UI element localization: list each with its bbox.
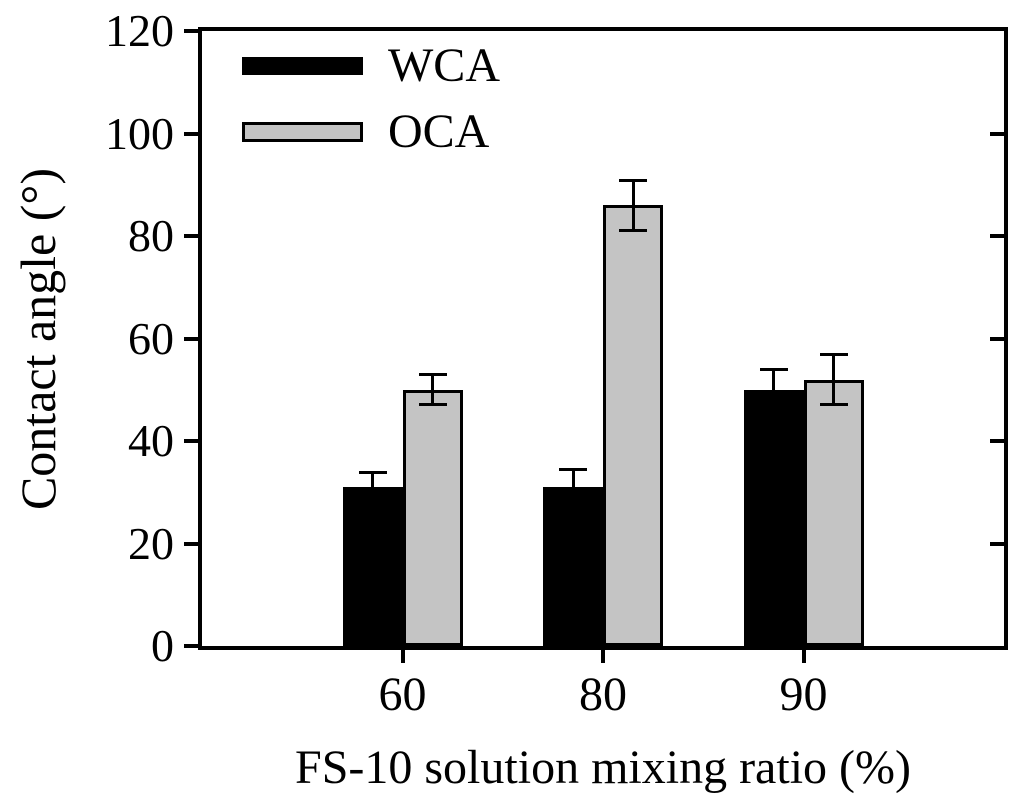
y-tick-right xyxy=(990,439,1004,443)
bar-wca-60 xyxy=(342,487,403,646)
y-tick-label: 60 xyxy=(128,312,174,364)
y-tick xyxy=(184,644,198,648)
y-tick-label: 120 xyxy=(105,5,174,56)
error-bar-cap-top xyxy=(759,368,788,372)
error-bar-line xyxy=(371,471,374,488)
error-bar-line xyxy=(431,374,434,406)
y-tick-right xyxy=(990,131,1004,136)
bar-oca-90 xyxy=(803,379,864,646)
error-bar-line xyxy=(832,353,835,406)
x-tick xyxy=(801,650,806,663)
y-tick-label: 0 xyxy=(151,620,174,671)
x-tick-label: 80 xyxy=(579,668,627,721)
x-tick-label: 60 xyxy=(378,668,427,721)
y-tick-label: 20 xyxy=(128,517,174,569)
bar-oca-80 xyxy=(603,205,663,646)
error-bar-line xyxy=(631,179,635,231)
y-tick xyxy=(184,439,198,443)
error-bar-cap-bottom xyxy=(418,403,447,407)
error-bar-cap-top xyxy=(819,352,848,356)
error-bar-cap-bottom xyxy=(819,403,848,407)
y-tick xyxy=(184,234,198,238)
error-bar-cap-top xyxy=(418,373,447,377)
legend-label-wca: WCA xyxy=(388,39,500,92)
x-axis-title: FS-10 solution mixing ratio (%) xyxy=(295,741,911,794)
error-bar-line xyxy=(571,469,575,488)
error-bar-line xyxy=(772,369,775,390)
x-tick xyxy=(400,650,405,663)
y-tick xyxy=(184,541,198,546)
bar-wca-80 xyxy=(543,487,603,646)
y-tick xyxy=(184,131,198,136)
bar-wca-90 xyxy=(743,389,804,646)
legend-swatch-oca xyxy=(242,122,363,142)
x-tick xyxy=(601,650,605,663)
error-bar-cap-top xyxy=(358,470,387,474)
y-tick-label: 100 xyxy=(105,107,174,159)
y-tick-right xyxy=(990,541,1004,546)
error-bar-cap-top xyxy=(559,468,587,472)
y-tick-right xyxy=(990,336,1004,341)
bar-oca-60 xyxy=(402,389,463,646)
y-tick-right xyxy=(990,234,1004,238)
y-tick-label: 40 xyxy=(128,415,174,466)
legend-swatch-wca xyxy=(242,57,363,75)
error-bar-cap-bottom xyxy=(619,228,647,232)
y-tick xyxy=(184,336,198,341)
y-tick-label: 80 xyxy=(128,210,174,261)
y-tick xyxy=(184,29,198,33)
x-tick-label: 90 xyxy=(779,668,828,721)
legend-label-oca: OCA xyxy=(388,105,490,158)
error-bar-cap-top xyxy=(619,178,647,182)
